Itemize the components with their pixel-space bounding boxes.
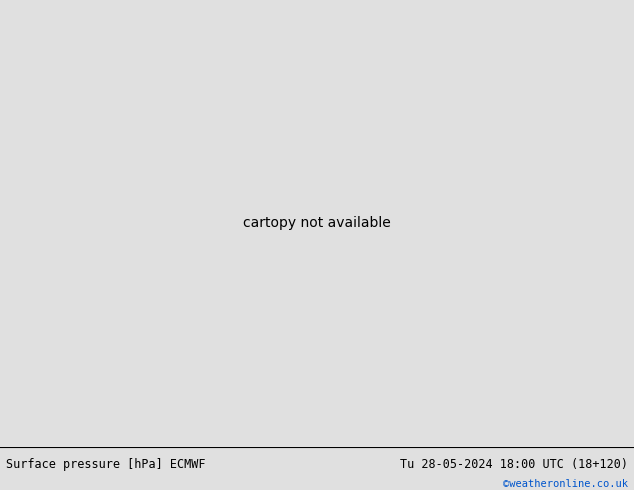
Text: Tu 28-05-2024 18:00 UTC (18+120): Tu 28-05-2024 18:00 UTC (18+120) — [399, 458, 628, 470]
Text: ©weatheronline.co.uk: ©weatheronline.co.uk — [503, 479, 628, 489]
Text: Surface pressure [hPa] ECMWF: Surface pressure [hPa] ECMWF — [6, 458, 206, 470]
Text: cartopy not available: cartopy not available — [243, 217, 391, 230]
